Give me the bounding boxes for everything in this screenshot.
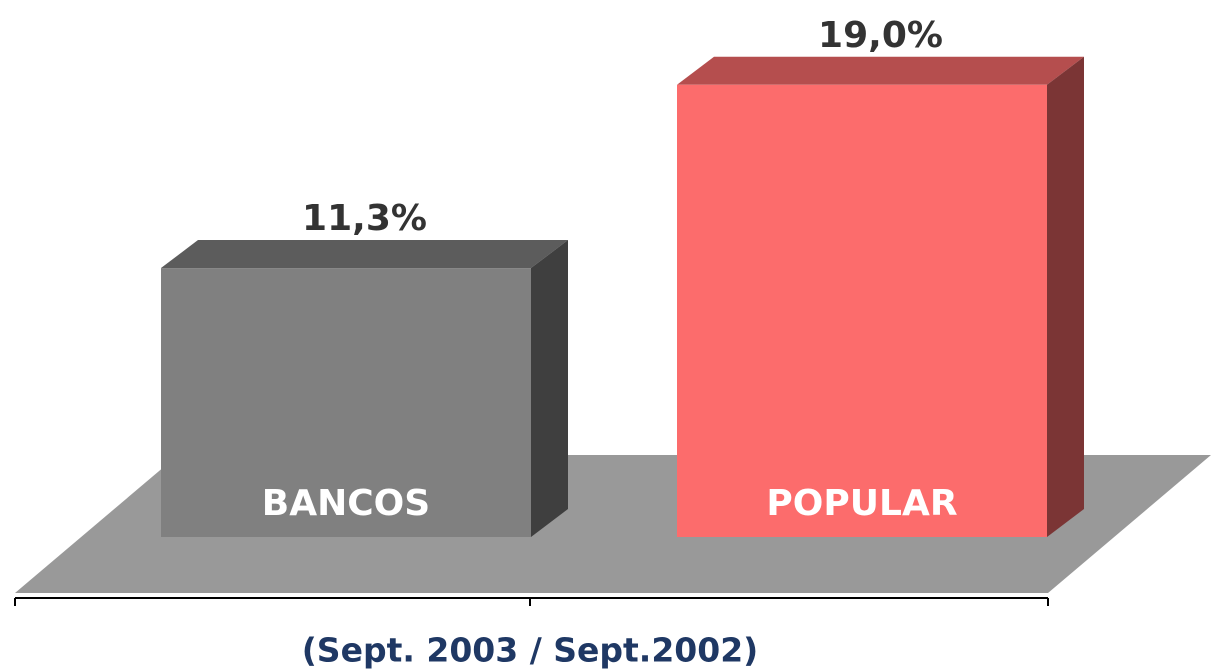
bar-top xyxy=(161,240,568,269)
bar xyxy=(161,268,531,537)
bar-side xyxy=(1047,56,1084,538)
value-label: 11,3% xyxy=(302,198,427,239)
bar-top xyxy=(677,56,1084,85)
bar-side xyxy=(531,240,568,537)
bar xyxy=(677,84,1047,538)
x-axis-label: (Sept. 2003 / Sept.2002) xyxy=(302,631,759,669)
x-axis xyxy=(14,597,1049,606)
category-label: BANCOS xyxy=(262,483,430,524)
value-label: 19,0% xyxy=(818,15,943,56)
category-label: POPULAR xyxy=(766,483,957,524)
